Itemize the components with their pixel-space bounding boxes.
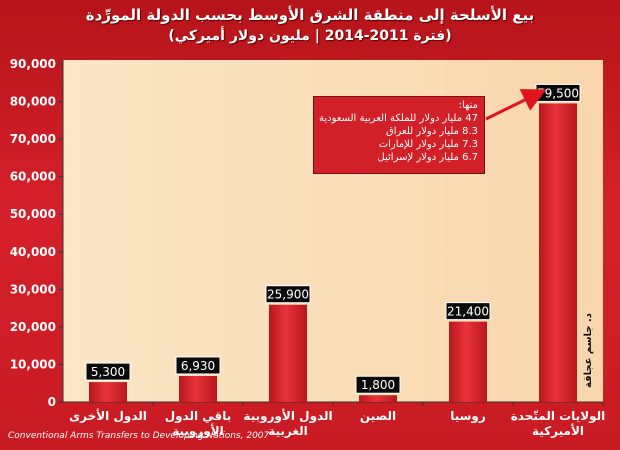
bar: [359, 395, 397, 402]
svg-text:6,930: 6,930: [181, 359, 215, 373]
x-tick-label: الصين: [360, 409, 396, 423]
bar: [539, 103, 577, 402]
value-label: 25,900: [265, 285, 311, 304]
author-credit: د. جاسم عجاقة: [583, 313, 594, 388]
x-tick-label: باقي الدول الأوروبية: [165, 409, 232, 439]
callout-line: 7.3 مليار دولار للإمارات: [378, 139, 478, 150]
svg-text:1,800: 1,800: [361, 378, 395, 392]
chart-subtitle: (فترة 2011-2014 | مليون دولار أميركي): [168, 28, 452, 44]
bar: [449, 321, 487, 402]
bar: [179, 375, 217, 402]
callout-box: منها: 47 مليار دولار للملكة العربية السع…: [313, 96, 485, 174]
x-tick-label: الدول الأوروبية الغربية: [243, 408, 332, 438]
y-tick-label: 60,000: [10, 170, 56, 184]
svg-text:21,400: 21,400: [447, 305, 489, 319]
callout-heading: منها:: [458, 100, 478, 111]
value-label: 5,300: [85, 362, 131, 381]
svg-text:5,300: 5,300: [91, 365, 125, 379]
value-label: 21,400: [445, 302, 491, 321]
y-tick-label: 10,000: [10, 357, 56, 371]
x-tick-label: الدول الأخرى: [69, 408, 147, 424]
y-tick-label: 30,000: [10, 282, 56, 296]
svg-text:79,500: 79,500: [537, 86, 579, 100]
y-tick-label: 80,000: [10, 95, 56, 109]
y-tick-label: 40,000: [10, 245, 56, 259]
callout-line: 8.3 مليار دولار للعراق: [385, 126, 478, 137]
x-tick-label: الولايات المتّحدة الأميركية: [511, 409, 606, 438]
bar: [269, 304, 307, 402]
y-tick-label: 50,000: [10, 207, 56, 221]
callout-arrow: [485, 89, 547, 121]
y-tick-label: 0: [48, 395, 56, 409]
chart-title: بيع الأسلحة إلى منطقة الشرق الأوسط بحسب …: [85, 6, 535, 24]
value-label: 1,800: [355, 375, 401, 394]
callout-line: 47 مليار دولار للملكة العربية السعودية: [319, 113, 478, 124]
value-label: 6,930: [175, 356, 221, 375]
y-tick-label: 90,000: [10, 57, 56, 71]
svg-text:25,900: 25,900: [267, 288, 309, 302]
bar: [89, 382, 127, 402]
value-label: 79,500: [535, 83, 581, 102]
y-tick-label: 20,000: [10, 320, 56, 334]
x-tick-label: روسيا: [450, 409, 486, 424]
source-note: Conventional Arms Transfers to Developin…: [8, 431, 270, 441]
callout-line: 6.7 مليار دولار لإسرائيل: [377, 152, 478, 163]
y-tick-label: 70,000: [10, 132, 56, 146]
